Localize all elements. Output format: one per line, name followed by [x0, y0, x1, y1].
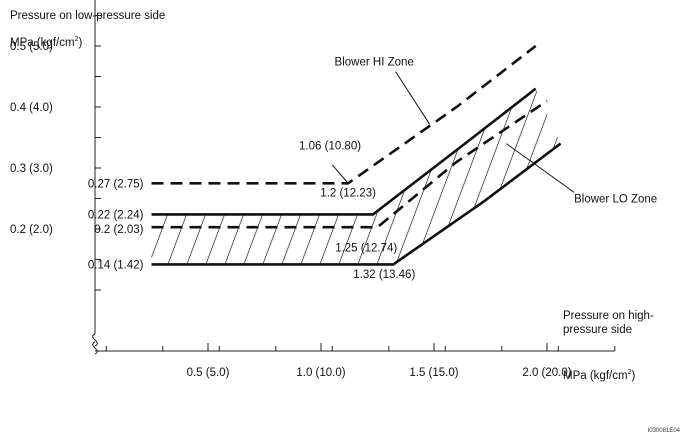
x-tick-label: 1.0 (10.0) [296, 367, 345, 379]
hatch-stroke [321, 88, 443, 265]
annotation-label: 1.25 (12.74) [335, 242, 397, 254]
annotation-label: 0.27 (2.75) [88, 178, 144, 190]
hatch-stroke [0, 40, 24, 360]
chart-title: Pressure on low-pressure side [10, 10, 165, 22]
hatch-stroke [188, 88, 310, 265]
hatch-stroke [151, 88, 158, 265]
hatch-stroke [0, 40, 43, 360]
hatch-stroke [264, 88, 386, 265]
y-axis-unit-label: MPa (kgf/cm2) [10, 36, 82, 49]
leader-line-lo-zone [506, 143, 575, 193]
x-tick-label: 2.0 (20.0) [522, 367, 571, 379]
hatch-stroke [151, 88, 234, 265]
x-tick-label: 1.5 (15.0) [409, 367, 458, 379]
x-axis-unit-label: MPa (kgf/cm2) [563, 369, 635, 382]
leader-line-1-06 [331, 164, 349, 184]
annotations: 0.27 (2.75) 0.22 (2.24) 0.2 (2.03) 0.14 (1.… [88, 56, 657, 281]
hatch-stroke [151, 88, 196, 265]
hatch-stroke [416, 88, 538, 265]
solid-series-line [151, 142, 562, 266]
hatch-stroke [664, 40, 692, 360]
annotation-label: 1.32 (13.46) [353, 269, 415, 281]
hatch-stroke [0, 40, 100, 360]
hatch-stroke [340, 88, 462, 265]
leader-line-hi-zone [395, 71, 430, 125]
solid-series-line [151, 87, 537, 216]
axes [92, 0, 616, 355]
hatch-stroke [151, 88, 272, 265]
annotation-label: 0.22 (2.24) [88, 209, 144, 221]
annotation-label: Blower LO Zone [574, 194, 657, 206]
y-tick-label: 0.2 (2.0) [10, 224, 53, 236]
y-axis-break-upper [92, 333, 98, 347]
annotation-label: 1.06 (10.80) [299, 140, 361, 152]
dashed-series-line [151, 99, 548, 229]
y-tick-label: 0.5 (5.0) [10, 41, 53, 53]
hatch-stroke [359, 88, 481, 265]
annotation-label: 1.2 (12.23) [320, 187, 376, 199]
hatch-stroke [151, 88, 177, 265]
figure-code: I030081E04 [648, 428, 681, 434]
x-axis-note-line-2: pressure side [563, 324, 632, 336]
hatch-stroke [151, 88, 253, 265]
hatch-stroke [245, 88, 367, 265]
annotation-label: 0.2 (2.03) [94, 224, 143, 236]
hatch-stroke [378, 88, 500, 265]
hatch-stroke [454, 88, 561, 265]
annotation-label: 0.14 (1.42) [88, 259, 144, 271]
hatch-stroke [207, 88, 329, 265]
hatch-stroke [0, 40, 5, 360]
dashed-series-line [151, 44, 537, 185]
series-lines [151, 44, 562, 266]
x-tick-label: 0.5 (5.0) [187, 367, 230, 379]
annotation-label: Blower HI Zone [335, 56, 414, 68]
hatch-stroke [683, 40, 692, 360]
hatch-stroke [18, 40, 138, 360]
hatch-stroke [226, 88, 348, 265]
y-tick-label: 0.4 (4.0) [10, 102, 53, 114]
hatch-stroke [151, 88, 215, 265]
hatch-stroke [0, 40, 62, 360]
hatch-stroke [169, 88, 291, 265]
hatch-stroke [435, 88, 557, 265]
y-axis-break-lower [92, 341, 98, 355]
hatch-stroke [283, 88, 405, 265]
x-axis-note-line-1: Pressure on high- [563, 310, 654, 322]
y-tick-label: 0.3 (3.0) [10, 163, 53, 175]
hatch-stroke [397, 88, 519, 265]
tick-labels: 0.5 (5.0) 1.0 (10.0) 1.5 (15.0) 2.0 (20.0) 0… [10, 41, 572, 379]
hatch-stroke [0, 40, 81, 360]
hatch-stroke [0, 40, 119, 360]
hatch-stroke [302, 88, 424, 265]
